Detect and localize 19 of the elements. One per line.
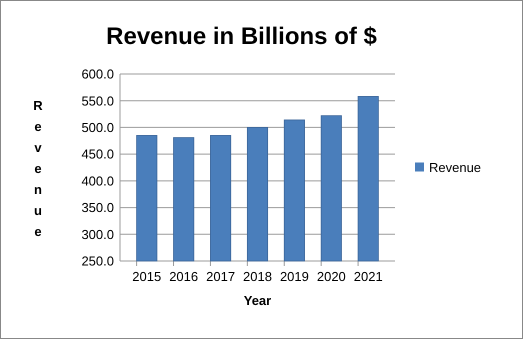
y-axis-title: Revenue bbox=[33, 98, 44, 239]
y-tick-label: 500.0 bbox=[81, 120, 114, 135]
y-tick-label: 450.0 bbox=[81, 146, 114, 162]
y-tick-label: 250.0 bbox=[81, 254, 114, 269]
legend-label: Revenue bbox=[429, 160, 482, 176]
x-tick-label: 2018 bbox=[243, 269, 272, 284]
y-tick-label: 600.0 bbox=[81, 66, 114, 82]
y-tick-label: 400.0 bbox=[81, 173, 114, 188]
x-tick-label: 2015 bbox=[132, 269, 162, 284]
x-tick-label: 2020 bbox=[316, 269, 346, 284]
x-tick-label: 2016 bbox=[169, 269, 198, 284]
x-axis-title: Year bbox=[244, 293, 272, 308]
x-tick-label: 2019 bbox=[280, 269, 309, 284]
y-tick-label: 300.0 bbox=[81, 226, 114, 242]
x-tick-label: 2021 bbox=[354, 269, 383, 284]
chart-title: Revenue in Billions of $ bbox=[106, 23, 378, 50]
x-tick-label: 2017 bbox=[206, 269, 236, 284]
y-tick-label: 350.0 bbox=[81, 200, 114, 216]
y-tick-label: 550.0 bbox=[81, 93, 114, 108]
